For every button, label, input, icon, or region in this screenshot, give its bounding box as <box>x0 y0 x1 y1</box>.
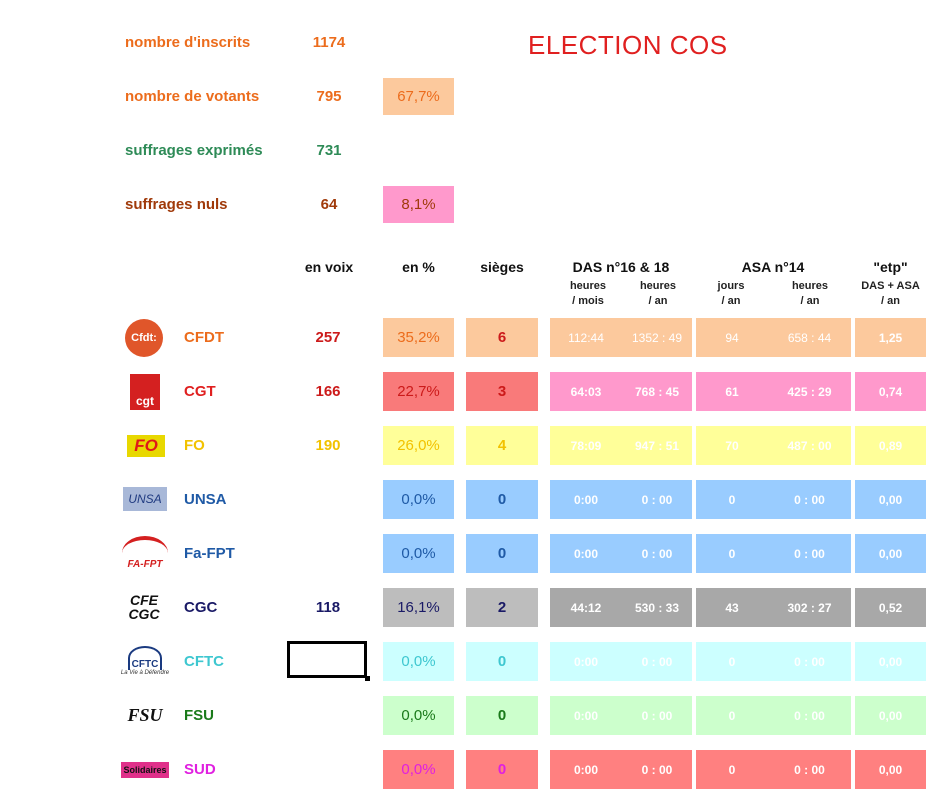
votants-label: nombre de votants <box>125 88 260 105</box>
sud-logo: Solidaires <box>120 760 170 780</box>
union-name-fafpt: Fa-FPT <box>184 545 235 562</box>
fo-logo: FO <box>126 432 166 460</box>
union-name-cfdt: CFDT <box>184 329 224 346</box>
pct-cell-fafpt[interactable]: 0,0% <box>383 534 454 573</box>
etp-cell-fafpt[interactable]: 0,00 <box>855 534 926 573</box>
pct-cell-cfdt[interactable]: 35,2% <box>383 318 454 357</box>
header-asa-heures: heures / an <box>791 280 829 307</box>
asa-cell-cfdt[interactable]: 94 658 : 44 <box>696 318 851 357</box>
header-asa: ASA n°14 <box>741 259 805 275</box>
etp-cell-unsa[interactable]: 0,00 <box>855 480 926 519</box>
header-das: DAS n°16 & 18 <box>572 259 670 275</box>
sieges-cell-cfdt[interactable]: 6 <box>466 318 538 357</box>
exprimes-label: suffrages exprimés <box>125 142 263 159</box>
etp-cell-cgc[interactable]: 0,52 <box>855 588 926 627</box>
page-title: ELECTION COS <box>528 30 728 60</box>
votants-pct-cell[interactable]: 67,7% <box>383 78 454 115</box>
header-sieges: sièges <box>480 259 524 275</box>
voix-cgc: 118 <box>315 599 341 616</box>
etp-cell-cgt[interactable]: 0,74 <box>855 372 926 411</box>
exprimes-value: 731 <box>316 142 342 159</box>
cftc-logo: CFTC La Vie à Défendre <box>121 640 169 682</box>
pct-cell-fsu[interactable]: 0,0% <box>383 696 454 735</box>
selected-cell[interactable] <box>287 641 367 678</box>
das-cell-cftc[interactable]: 0:00 0 : 00 <box>550 642 692 681</box>
cfdt-logo: Cfdt: <box>124 318 164 358</box>
sieges-cell-sud[interactable]: 0 <box>466 750 538 789</box>
nuls-value: 64 <box>320 196 338 213</box>
union-name-cgt: CGT <box>184 383 216 400</box>
inscrits-label: nombre d'inscrits <box>125 34 251 51</box>
union-name-unsa: UNSA <box>184 491 227 508</box>
header-voix: en voix <box>304 259 354 275</box>
sieges-cell-cgt[interactable]: 3 <box>466 372 538 411</box>
fill-handle[interactable] <box>365 676 370 681</box>
das-cell-unsa[interactable]: 0:00 0 : 00 <box>550 480 692 519</box>
etp-cell-sud[interactable]: 0,00 <box>855 750 926 789</box>
nuls-pct-cell[interactable]: 8,1% <box>383 186 454 223</box>
union-name-fo: FO <box>184 437 205 454</box>
pct-cell-cgt[interactable]: 22,7% <box>383 372 454 411</box>
voix-cfdt: 257 <box>315 329 341 346</box>
sieges-cell-fafpt[interactable]: 0 <box>466 534 538 573</box>
union-name-cftc: CFTC <box>184 653 224 670</box>
das-cell-cgc[interactable]: 44:12 530 : 33 <box>550 588 692 627</box>
das-cell-fo[interactable]: 78:09 947 : 51 <box>550 426 692 465</box>
asa-cell-cgc[interactable]: 43 302 : 27 <box>696 588 851 627</box>
asa-cell-cgt[interactable]: 61 425 : 29 <box>696 372 851 411</box>
union-name-cgc: CGC <box>184 599 218 616</box>
sieges-cell-fsu[interactable]: 0 <box>466 696 538 735</box>
inscrits-value: 1174 <box>312 34 346 51</box>
das-cell-sud[interactable]: 0:00 0 : 00 <box>550 750 692 789</box>
header-asa-jours: jours / an <box>717 280 745 307</box>
etp-cell-fsu[interactable]: 0,00 <box>855 696 926 735</box>
fsu-logo: FSU <box>127 704 163 725</box>
das-cell-fafpt[interactable]: 0:00 0 : 00 <box>550 534 692 573</box>
header-das-an: heures / an <box>639 280 677 307</box>
etp-cell-cfdt[interactable]: 1,25 <box>855 318 926 357</box>
nuls-label: suffrages nuls <box>125 196 228 213</box>
cgt-logo: cgt <box>130 373 160 411</box>
etp-cell-cftc[interactable]: 0,00 <box>855 642 926 681</box>
sieges-cell-cgc[interactable]: 2 <box>466 588 538 627</box>
sieges-cell-fo[interactable]: 4 <box>466 426 538 465</box>
union-name-fsu: FSU <box>184 707 214 724</box>
pct-cell-sud[interactable]: 0,0% <box>383 750 454 789</box>
header-etp-sub: DAS + ASA / an <box>861 280 920 307</box>
header-etp: "etp" <box>873 259 908 275</box>
pct-cell-cgc[interactable]: 16,1% <box>383 588 454 627</box>
fafpt-logo: FA-FPT <box>120 536 170 570</box>
voix-fo: 190 <box>315 437 341 454</box>
das-cell-cfdt[interactable]: 112:44 1352 : 49 <box>550 318 692 357</box>
etp-cell-fo[interactable]: 0,89 <box>855 426 926 465</box>
header-pct: en % <box>402 259 435 275</box>
das-cell-cgt[interactable]: 64:03 768 : 45 <box>550 372 692 411</box>
pct-cell-cftc[interactable]: 0,0% <box>383 642 454 681</box>
nuls-pct: 8,1% <box>401 196 436 213</box>
sieges-cell-cftc[interactable]: 0 <box>466 642 538 681</box>
pct-cell-fo[interactable]: 26,0% <box>383 426 454 465</box>
asa-cell-fo[interactable]: 70 487 : 00 <box>696 426 851 465</box>
cgc-logo: CFE CGC <box>128 592 160 622</box>
voix-cgt: 166 <box>315 383 341 400</box>
pct-cell-unsa[interactable]: 0,0% <box>383 480 454 519</box>
unsa-logo: UNSA <box>122 486 168 512</box>
votants-value: 795 <box>316 88 342 105</box>
sieges-cell-unsa[interactable]: 0 <box>466 480 538 519</box>
das-cell-fsu[interactable]: 0:00 0 : 00 <box>550 696 692 735</box>
union-name-sud: SUD <box>184 761 216 778</box>
header-das-mois: heures / mois <box>569 280 607 307</box>
votants-pct: 67,7% <box>397 88 440 105</box>
